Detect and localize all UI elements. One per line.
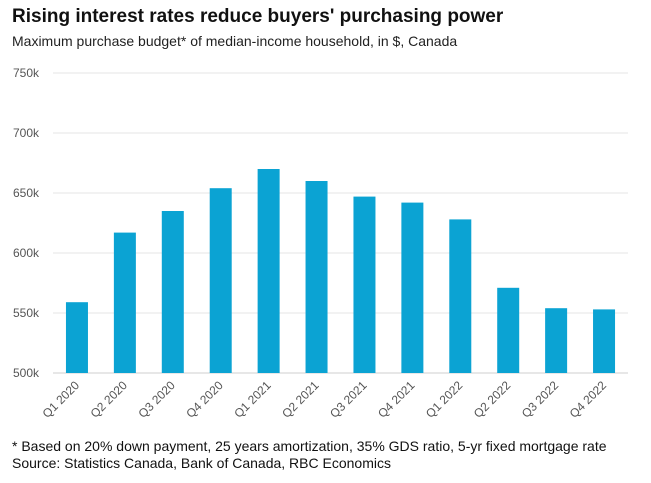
x-tick-label: Q1 2021 [231,378,274,421]
x-tick-label: Q1 2020 [40,378,83,421]
bar [593,309,616,373]
gridlines [53,72,628,374]
chart-title: Rising interest rates reduce buyers' pur… [12,6,504,27]
y-tick-label: 550k [13,306,40,320]
x-tick-label: Q2 2021 [279,378,322,421]
bar [545,308,568,373]
y-tick-label: 650k [13,186,40,200]
bar [449,219,472,373]
chart-subtitle: Maximum purchase budget* of median-incom… [12,33,458,49]
x-tick-label: Q1 2022 [423,378,466,421]
y-tick-label: 500k [13,366,40,380]
bar [353,196,376,373]
x-tick-label: Q3 2021 [327,378,370,421]
bar [113,232,136,373]
x-tick-label: Q4 2022 [567,378,610,421]
bar [65,302,88,373]
bar [209,188,232,373]
x-tick-label: Q4 2021 [375,378,418,421]
x-axis-ticks: Q1 2020 Q2 2020 Q3 2020 Q4 2020 Q1 2021 Q2 20… [40,378,610,421]
y-axis-ticks: 500k 550k 600k 650k 700k 750k [13,66,40,380]
x-tick-label: Q2 2022 [471,378,514,421]
source-note: Source: Statistics Canada, Bank of Canad… [12,455,391,471]
x-tick-label: Q4 2020 [183,378,226,421]
bars [65,169,616,373]
x-tick-label: Q3 2022 [519,378,562,421]
y-tick-label: 700k [13,126,40,140]
y-tick-label: 600k [13,246,40,260]
bar [401,202,424,373]
x-tick-label: Q3 2020 [135,378,178,421]
footnote: * Based on 20% down payment, 25 years am… [12,438,607,454]
bar [161,211,184,373]
bar [257,169,280,373]
bar [497,287,520,373]
bar [305,181,328,373]
x-tick-label: Q2 2020 [88,378,131,421]
y-tick-label: 750k [13,66,40,80]
